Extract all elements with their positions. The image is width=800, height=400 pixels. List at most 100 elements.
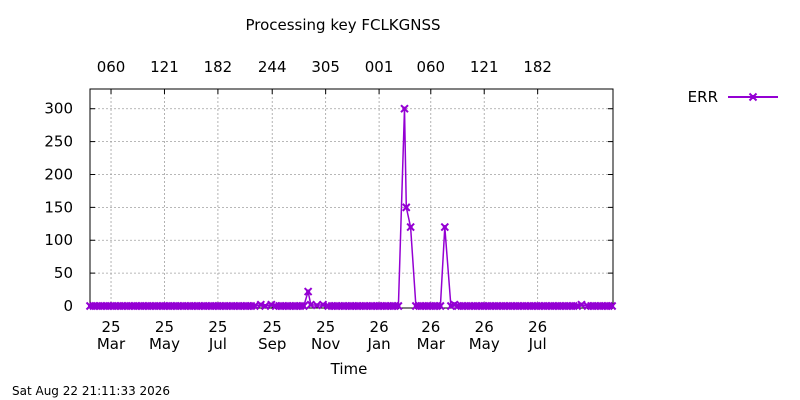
marker-core <box>144 304 149 308</box>
marker-core <box>95 304 100 308</box>
marker-core <box>599 304 604 308</box>
x-tick-label-month: Jan <box>367 335 391 353</box>
marker-core <box>494 304 499 308</box>
marker-core <box>442 225 447 230</box>
y-tick-label: 200 <box>44 165 73 183</box>
marker-core <box>536 304 541 308</box>
marker-core <box>371 304 376 308</box>
marker-core <box>189 304 194 308</box>
marker-core <box>476 304 481 308</box>
marker-core <box>130 304 135 308</box>
marker-core <box>459 304 464 308</box>
x-axis-bottom: 25Mar25May25Jul25Sep25Nov26Jan26Mar26May… <box>97 303 547 353</box>
marker-core <box>547 304 552 308</box>
marker-core <box>522 304 527 308</box>
marker-core <box>280 304 285 308</box>
data-point-err <box>406 222 415 232</box>
x-tick-label-year: 26 <box>528 318 547 336</box>
marker-core <box>273 304 278 308</box>
marker-core <box>151 304 156 308</box>
marker-core <box>235 304 240 308</box>
data-point-err <box>400 104 409 113</box>
marker-core <box>214 304 219 308</box>
y-tick-label: 250 <box>44 133 73 151</box>
marker-core <box>480 304 485 308</box>
marker-core <box>603 304 608 308</box>
marker-core <box>550 304 555 308</box>
marker-core <box>557 304 562 308</box>
marker-core <box>314 303 319 308</box>
marker-core <box>751 95 755 99</box>
marker-core <box>389 304 394 308</box>
marker-core <box>592 304 597 308</box>
marker-core <box>571 304 576 308</box>
y-axis: 0 50 100 150 200 250 300 <box>44 100 613 315</box>
marker-core <box>231 304 236 308</box>
x-top-tick-label: 121 <box>150 58 179 76</box>
marker-core <box>589 304 594 308</box>
marker-core <box>133 304 138 308</box>
marker-core <box>210 304 215 308</box>
marker-core <box>336 304 341 308</box>
marker-core <box>424 304 429 308</box>
marker-core <box>340 304 345 308</box>
marker-core <box>333 304 338 308</box>
x-tick-label-year: 26 <box>370 318 389 336</box>
marker-core <box>585 304 590 308</box>
marker-core <box>119 304 124 308</box>
marker-core <box>308 302 313 307</box>
data-point-err <box>440 222 450 232</box>
marker-core <box>291 304 296 308</box>
marker-core <box>347 304 352 308</box>
marker-core <box>554 304 559 308</box>
x-top-tick-label: 001 <box>365 58 394 76</box>
x-tick-label-year: 25 <box>155 318 174 336</box>
marker-core <box>140 304 145 308</box>
marker-core <box>277 304 282 308</box>
marker-core <box>154 304 159 308</box>
marker-core <box>596 304 601 308</box>
marker-core <box>245 304 250 308</box>
marker-core <box>301 304 306 308</box>
x-tick-label-month: Sep <box>258 335 286 353</box>
marker-core <box>137 304 142 308</box>
marker-core <box>294 304 299 308</box>
marker-core <box>543 304 548 308</box>
marker-core <box>427 304 432 308</box>
marker-core <box>252 304 257 308</box>
marker-core <box>98 304 103 308</box>
marker-core <box>182 304 187 308</box>
marker-core <box>526 304 531 308</box>
y-tick-label: 300 <box>44 100 73 118</box>
data-point-err <box>261 301 270 311</box>
marker-core <box>512 304 517 308</box>
data-point-err <box>250 301 259 311</box>
marker-core <box>165 304 170 308</box>
marker-core <box>123 304 128 308</box>
x-tick-label-month: May <box>149 335 180 353</box>
y-tick-label: 150 <box>44 198 73 216</box>
x-tick-label-year: 26 <box>421 318 440 336</box>
marker-core <box>158 304 163 308</box>
marker-core <box>175 304 180 308</box>
marker-core <box>263 304 268 308</box>
x-tick-label-year: 25 <box>208 318 227 336</box>
marker-core <box>179 304 184 308</box>
marker-core <box>473 304 478 308</box>
marker-core <box>172 304 177 308</box>
x-top-tick-label: 244 <box>258 58 287 76</box>
data-point-err <box>299 301 308 311</box>
marker-core <box>404 205 409 210</box>
y-tick-label: 50 <box>54 264 73 282</box>
marker-core <box>529 304 534 308</box>
marker-core <box>354 304 359 308</box>
marker-core <box>375 304 380 308</box>
x-top-tick-label: 182 <box>523 58 552 76</box>
marker-core <box>350 304 355 308</box>
marker-core <box>438 304 443 308</box>
x-axis-label: Time <box>330 360 368 378</box>
marker-core <box>515 304 520 308</box>
marker-core <box>269 302 274 307</box>
marker-core <box>501 304 506 308</box>
legend-point-err <box>748 92 758 102</box>
